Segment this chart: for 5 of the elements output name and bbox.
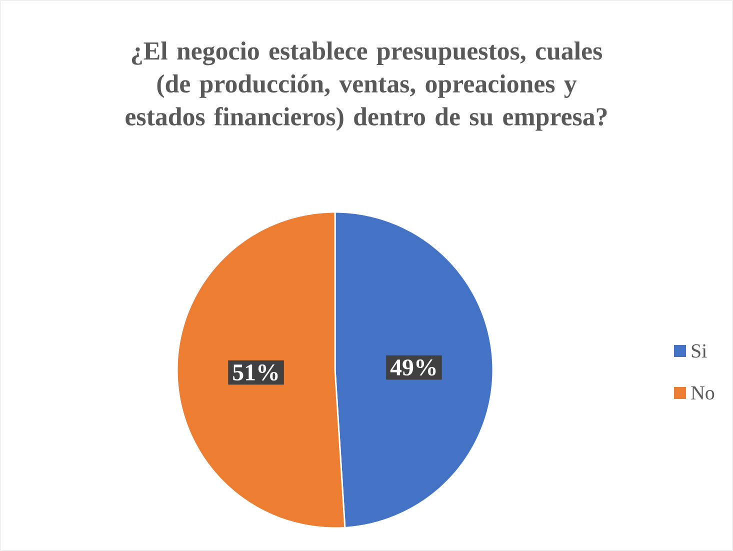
legend-label: No [691,386,714,400]
chart-title: ¿El negocio establece presupuestos, cuales (de producción, ventas, opreaciones y estados financieros) dentro de su empresa? [126,42,607,131]
data-label: 49% [390,359,436,376]
legend-label: Si [692,344,707,358]
data-label: 51% [233,364,278,381]
